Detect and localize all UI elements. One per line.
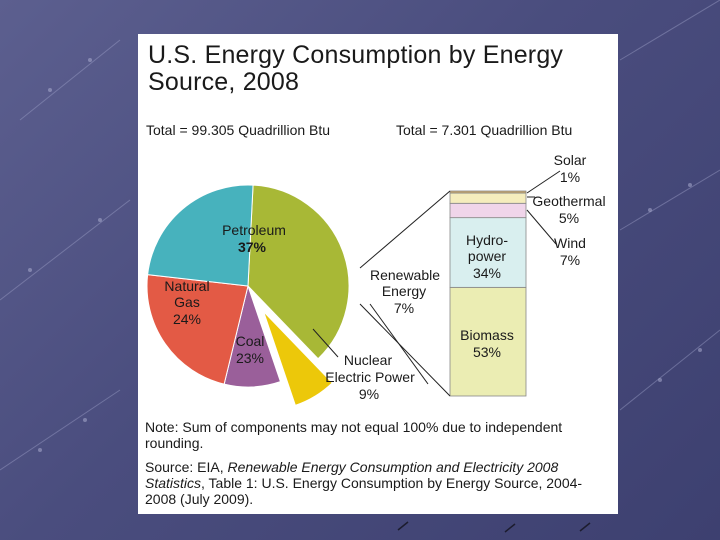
bar-segment-biomass <box>449 286 527 397</box>
connector-top <box>359 190 451 269</box>
bar-segment-geothermal <box>449 192 527 204</box>
bar-segment-wind <box>449 202 527 219</box>
connector-lines <box>312 170 561 397</box>
label-hydropower-2: power <box>468 248 506 264</box>
chart-panel: U.S. Energy Consumption by Energy Source… <box>138 34 618 514</box>
stacked-bar <box>449 190 527 397</box>
pie-slice-natural-gas <box>147 184 254 287</box>
pie-chart <box>146 184 350 407</box>
bar-labels: Solar 1% Geothermal 5% Wind 7% Hydro- po… <box>460 152 605 360</box>
label-coal-pct: 23% <box>236 350 264 366</box>
label-solar-pct: 1% <box>560 169 580 185</box>
pie-total-label: Total = 99.305 Quadrillion Btu <box>146 122 331 138</box>
label-nuclear-2: Electric Power <box>325 369 415 385</box>
label-biomass: Biomass <box>460 327 514 343</box>
rounding-note: Note: Sum of components may not equal 10… <box>145 419 563 451</box>
label-petroleum: Petroleum <box>222 222 286 238</box>
label-hydropower-pct: 34% <box>473 265 501 281</box>
label-wind: Wind <box>554 235 586 251</box>
label-hydropower-1: Hydro- <box>466 232 508 248</box>
source-prefix: Source: EIA, <box>145 459 228 475</box>
energy-chart: Petroleum 37% Natural Gas 24% Coal 23% R… <box>146 152 606 407</box>
label-natural-gas-pct: 24% <box>173 311 201 327</box>
pie-slice-petroleum <box>247 184 350 360</box>
pie-slice-coal <box>146 274 249 385</box>
chart-title: U.S. Energy Consumption by Energy Source… <box>148 41 564 96</box>
leader-solar <box>526 170 561 194</box>
bar-segment-solar <box>449 190 527 194</box>
label-renewable-pct: 7% <box>394 300 414 316</box>
label-natural-gas-1: Natural <box>164 278 209 294</box>
source-suffix: , Table 1: U.S. Energy Consumption by En… <box>145 475 583 507</box>
source-citation: Source: EIA, Renewable Energy Consumptio… <box>145 459 611 507</box>
label-wind-pct: 7% <box>560 252 580 268</box>
label-natural-gas-2: Gas <box>174 294 200 310</box>
connector-bottom <box>359 303 451 397</box>
bar-total-label: Total = 7.301 Quadrillion Btu <box>396 122 573 138</box>
label-nuclear-pct: 9% <box>359 386 379 402</box>
bar-segment-hydropower <box>449 217 527 288</box>
leader-wind <box>526 209 557 245</box>
label-renewable-1: Renewable <box>370 267 440 283</box>
label-geothermal: Geothermal <box>532 193 605 209</box>
label-coal: Coal <box>236 333 265 349</box>
label-renewable-2: Energy <box>382 283 426 299</box>
leader-renewable <box>369 303 429 385</box>
pie-slice-renewable-energy <box>263 311 333 407</box>
label-geothermal-pct: 5% <box>559 210 579 226</box>
label-biomass-pct: 53% <box>473 344 501 360</box>
label-petroleum-pct: 37% <box>238 239 267 255</box>
label-nuclear-1: Nuclear <box>344 352 393 368</box>
source-title: Renewable Energy Consumption and Electri… <box>145 459 559 491</box>
label-solar: Solar <box>554 152 587 168</box>
leader-nuclear <box>312 328 339 358</box>
pie-labels: Petroleum 37% Natural Gas 24% Coal 23% R… <box>164 222 440 402</box>
